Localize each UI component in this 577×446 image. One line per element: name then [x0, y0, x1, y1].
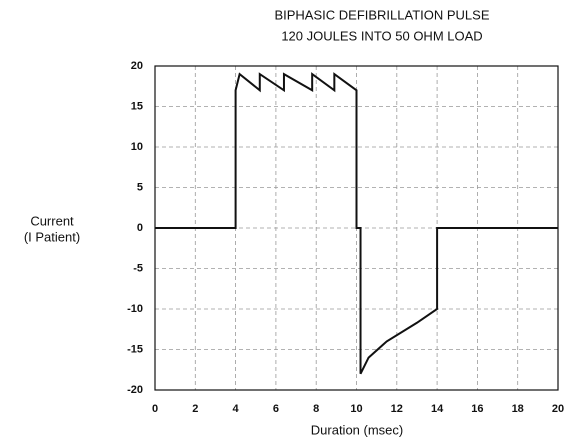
x-tick-label: 8: [313, 403, 319, 415]
x-axis-label: Duration (msec): [311, 422, 403, 437]
x-tick-label: 0: [152, 403, 158, 415]
y-tick-label: 15: [131, 100, 143, 112]
x-tick-label: 14: [431, 403, 444, 415]
y-tick-label: 0: [137, 222, 143, 234]
y-tick-label: 5: [137, 181, 143, 193]
x-tick-label: 18: [512, 403, 524, 415]
y-tick-label: 10: [131, 141, 143, 153]
y-axis-label: Current: [30, 213, 74, 228]
y-tick-label: -15: [127, 343, 143, 355]
x-tick-label: 6: [273, 403, 279, 415]
x-tick-label: 16: [471, 403, 483, 415]
y-axis-label: (I Patient): [24, 229, 80, 244]
x-tick-label: 20: [552, 403, 564, 415]
x-tick-label: 10: [350, 403, 362, 415]
chart-title: 120 JOULES INTO 50 OHM LOAD: [281, 28, 482, 43]
y-tick-label: -5: [133, 262, 143, 274]
y-tick-label: 20: [131, 60, 143, 72]
line: [155, 72, 558, 375]
x-tick-label: 4: [233, 403, 240, 415]
y-tick-label: -10: [127, 303, 143, 315]
x-tick-label: 12: [391, 403, 403, 415]
chart-title: BIPHASIC DEFIBRILLATION PULSE: [274, 7, 489, 22]
x-tick-label: 2: [192, 403, 198, 415]
y-tick-label: -20: [127, 384, 143, 396]
